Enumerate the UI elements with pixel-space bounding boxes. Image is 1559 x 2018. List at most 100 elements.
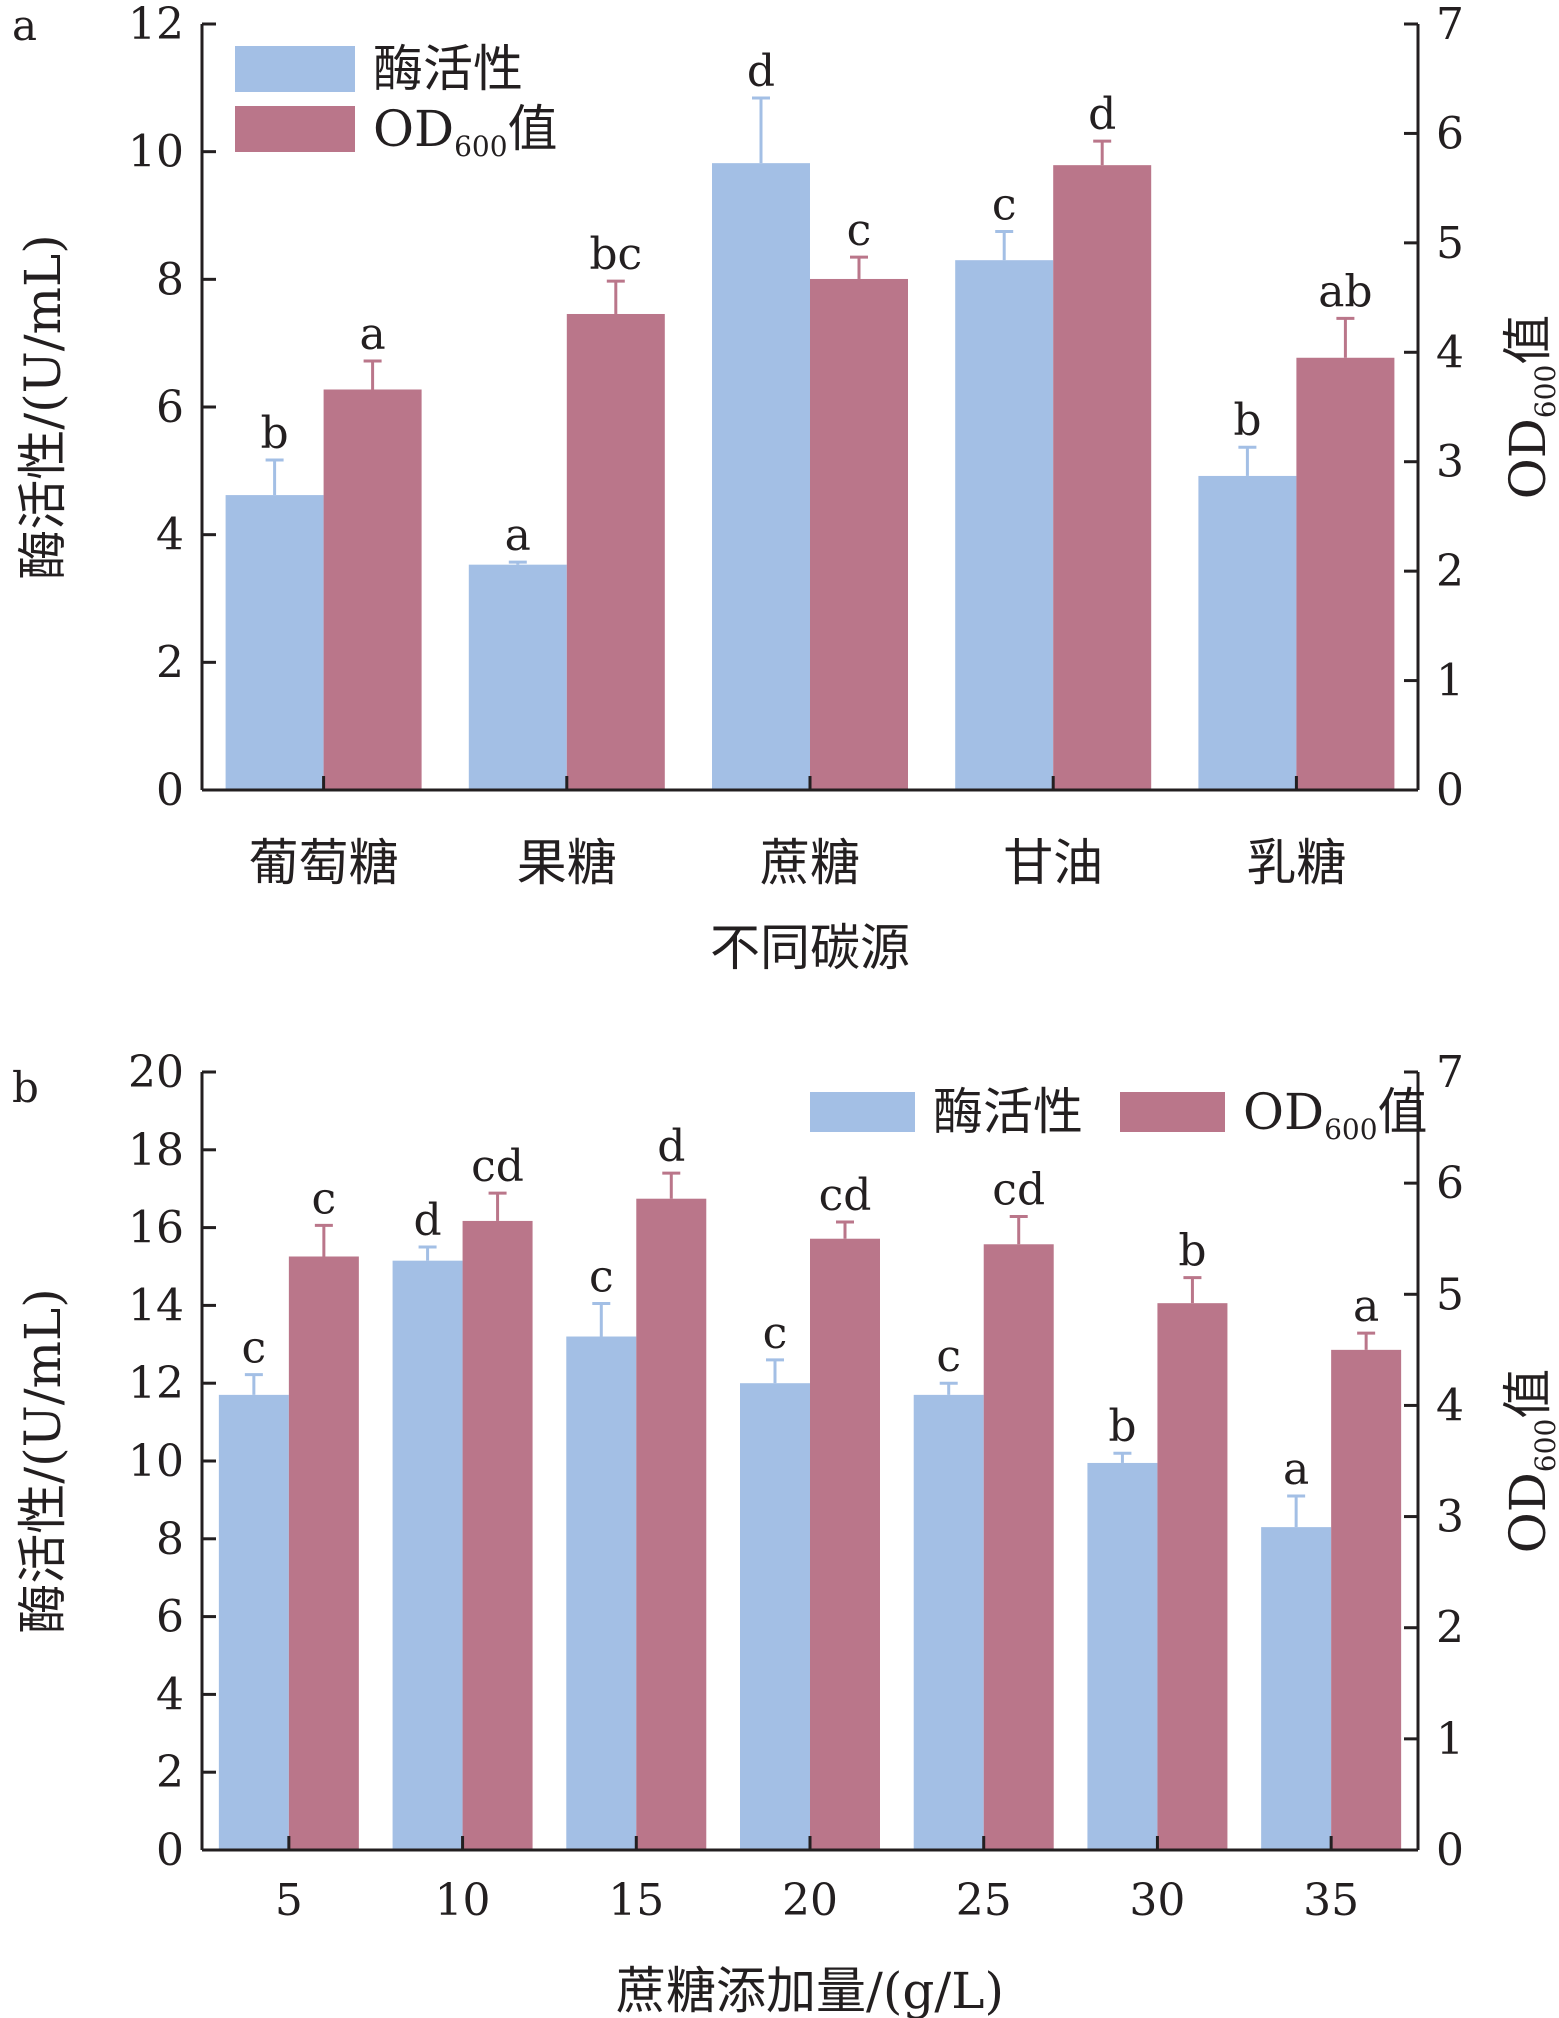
enzyme-activity-bar xyxy=(955,260,1054,790)
y-tick-label-right: 1 xyxy=(1436,1714,1464,1765)
legend-label: 酶活性 xyxy=(373,40,523,98)
x-tick-label: 蔗糖 xyxy=(760,834,860,892)
enzyme-activity-bar xyxy=(1087,1462,1158,1850)
chart-panel-a: abadcbabc cdab02468101201234567葡萄糖 果糖 蔗糖 甘油乳… xyxy=(12,0,1559,977)
enzyme-activity-bar xyxy=(218,1394,289,1850)
y-tick-label-right: 3 xyxy=(1436,437,1464,488)
od600-significance-label: cd xyxy=(819,1170,872,1221)
y-tick-label-right: 6 xyxy=(1436,108,1464,159)
od600-bar xyxy=(323,389,422,790)
enzyme-activity-significance-label: a xyxy=(505,510,531,561)
enzyme-activity-significance-label: d xyxy=(413,1195,441,1246)
od600-bar xyxy=(636,1198,707,1850)
legend-swatch-enzyme-activity xyxy=(235,46,355,92)
y-tick-label-left: 6 xyxy=(156,382,184,433)
od600-significance-label: bc xyxy=(589,229,642,280)
x-tick-label: 15 xyxy=(608,1875,664,1926)
enzyme-activity-bar xyxy=(225,495,324,790)
y-axis-title-right: OD600值 xyxy=(1499,315,1559,500)
legend-label: OD600值 xyxy=(1243,1083,1428,1146)
enzyme-activity-bar xyxy=(468,564,567,790)
od600-significance-label: cd xyxy=(471,1141,524,1192)
x-tick-label: 5 xyxy=(275,1875,303,1926)
legend: 酶活性 OD600值 xyxy=(810,1083,1428,1146)
x-tick-label: 葡萄糖 xyxy=(249,834,399,892)
od600-significance-label: a xyxy=(1353,1281,1379,1332)
y-axis-title-left: 酶活性/(U/mL) xyxy=(14,234,72,579)
od600-bar xyxy=(1296,357,1395,790)
y-tick-label-left: 10 xyxy=(128,127,184,178)
od600-significance-label: a xyxy=(359,309,385,360)
od600-significance-label: d xyxy=(1088,89,1116,140)
y-tick-label-right: 4 xyxy=(1436,327,1464,378)
enzyme-activity-bar xyxy=(1198,475,1297,790)
x-tick-label: 甘油 xyxy=(1003,834,1103,892)
y-tick-label-right: 6 xyxy=(1436,1158,1464,1209)
y-tick-label-left: 12 xyxy=(128,1358,184,1409)
y-tick-label-right: 2 xyxy=(1436,1603,1464,1654)
od600-bar xyxy=(1331,1349,1402,1850)
x-tick-label: 乳糖 xyxy=(1246,834,1346,892)
y-tick-label-left: 4 xyxy=(156,510,184,561)
enzyme-activity-bar xyxy=(913,1394,984,1850)
y-tick-label-right: 7 xyxy=(1436,1047,1464,1098)
x-axis-title: 蔗糖添加量/(g/L) xyxy=(616,1962,1004,2018)
enzyme-activity-bar xyxy=(712,163,810,790)
enzyme-activity-bar xyxy=(740,1383,810,1850)
enzyme-activity-significance-label: d xyxy=(747,46,775,97)
y-tick-label-left: 16 xyxy=(128,1203,184,1254)
legend-label: OD600值 xyxy=(373,100,558,163)
y-tick-label-left: 2 xyxy=(156,1747,184,1798)
enzyme-activity-significance-label: a xyxy=(1283,1444,1309,1495)
enzyme-activity-significance-label: b xyxy=(1233,395,1261,446)
legend-swatch-od600 xyxy=(1120,1092,1225,1132)
y-axis-title-right: OD600值 xyxy=(1499,1369,1559,1554)
y-tick-label-right: 5 xyxy=(1436,1269,1464,1320)
y-tick-label-left: 4 xyxy=(156,1669,184,1720)
x-tick-label: 25 xyxy=(956,1875,1012,1926)
legend-swatch-enzyme-activity xyxy=(810,1092,915,1132)
enzyme-activity-significance-label: c xyxy=(589,1251,614,1302)
od600-significance-label: c xyxy=(847,205,872,256)
od600-bar xyxy=(810,1238,880,1850)
enzyme-activity-significance-label: c xyxy=(763,1308,788,1359)
enzyme-activity-significance-label: c xyxy=(992,179,1017,230)
y-tick-label-left: 0 xyxy=(156,765,184,816)
enzyme-activity-significance-label: c xyxy=(242,1323,267,1374)
panel-label: b xyxy=(12,1063,39,1112)
y-tick-label-left: 18 xyxy=(128,1125,184,1176)
y-tick-label-left: 8 xyxy=(156,254,184,305)
y-tick-label-right: 4 xyxy=(1436,1380,1464,1431)
x-tick-label: 30 xyxy=(1129,1875,1185,1926)
y-tick-label-right: 3 xyxy=(1436,1492,1464,1543)
y-tick-label-right: 5 xyxy=(1436,218,1464,269)
y-tick-label-left: 14 xyxy=(128,1280,184,1331)
y-tick-label-left: 10 xyxy=(128,1436,184,1487)
enzyme-activity-significance-label: b xyxy=(261,408,289,459)
legend-swatch-od600 xyxy=(235,106,355,152)
y-tick-label-left: 12 xyxy=(128,0,184,50)
y-tick-label-right: 0 xyxy=(1436,765,1464,816)
od600-significance-label: ab xyxy=(1318,266,1372,317)
y-tick-label-right: 0 xyxy=(1436,1825,1464,1876)
y-axis-title-left: 酶活性/(U/mL) xyxy=(14,1288,72,1633)
enzyme-activity-bar xyxy=(392,1260,463,1850)
od600-significance-label: d xyxy=(657,1121,685,1172)
od600-significance-label: b xyxy=(1178,1226,1206,1277)
y-tick-label-left: 0 xyxy=(156,1825,184,1876)
y-tick-label-right: 1 xyxy=(1436,656,1464,707)
y-tick-label-left: 8 xyxy=(156,1514,184,1565)
legend-label: 酶活性 xyxy=(933,1083,1083,1141)
enzyme-activity-bar xyxy=(1261,1527,1332,1850)
enzyme-activity-significance-label: c xyxy=(936,1331,961,1382)
panel-label: a xyxy=(12,1,37,50)
y-tick-label-right: 2 xyxy=(1436,546,1464,597)
od600-bar xyxy=(983,1244,1054,1850)
x-tick-label: 10 xyxy=(435,1875,491,1926)
od600-bar xyxy=(1157,1303,1228,1850)
y-tick-label-left: 20 xyxy=(128,1047,184,1098)
y-tick-label-left: 2 xyxy=(156,637,184,688)
